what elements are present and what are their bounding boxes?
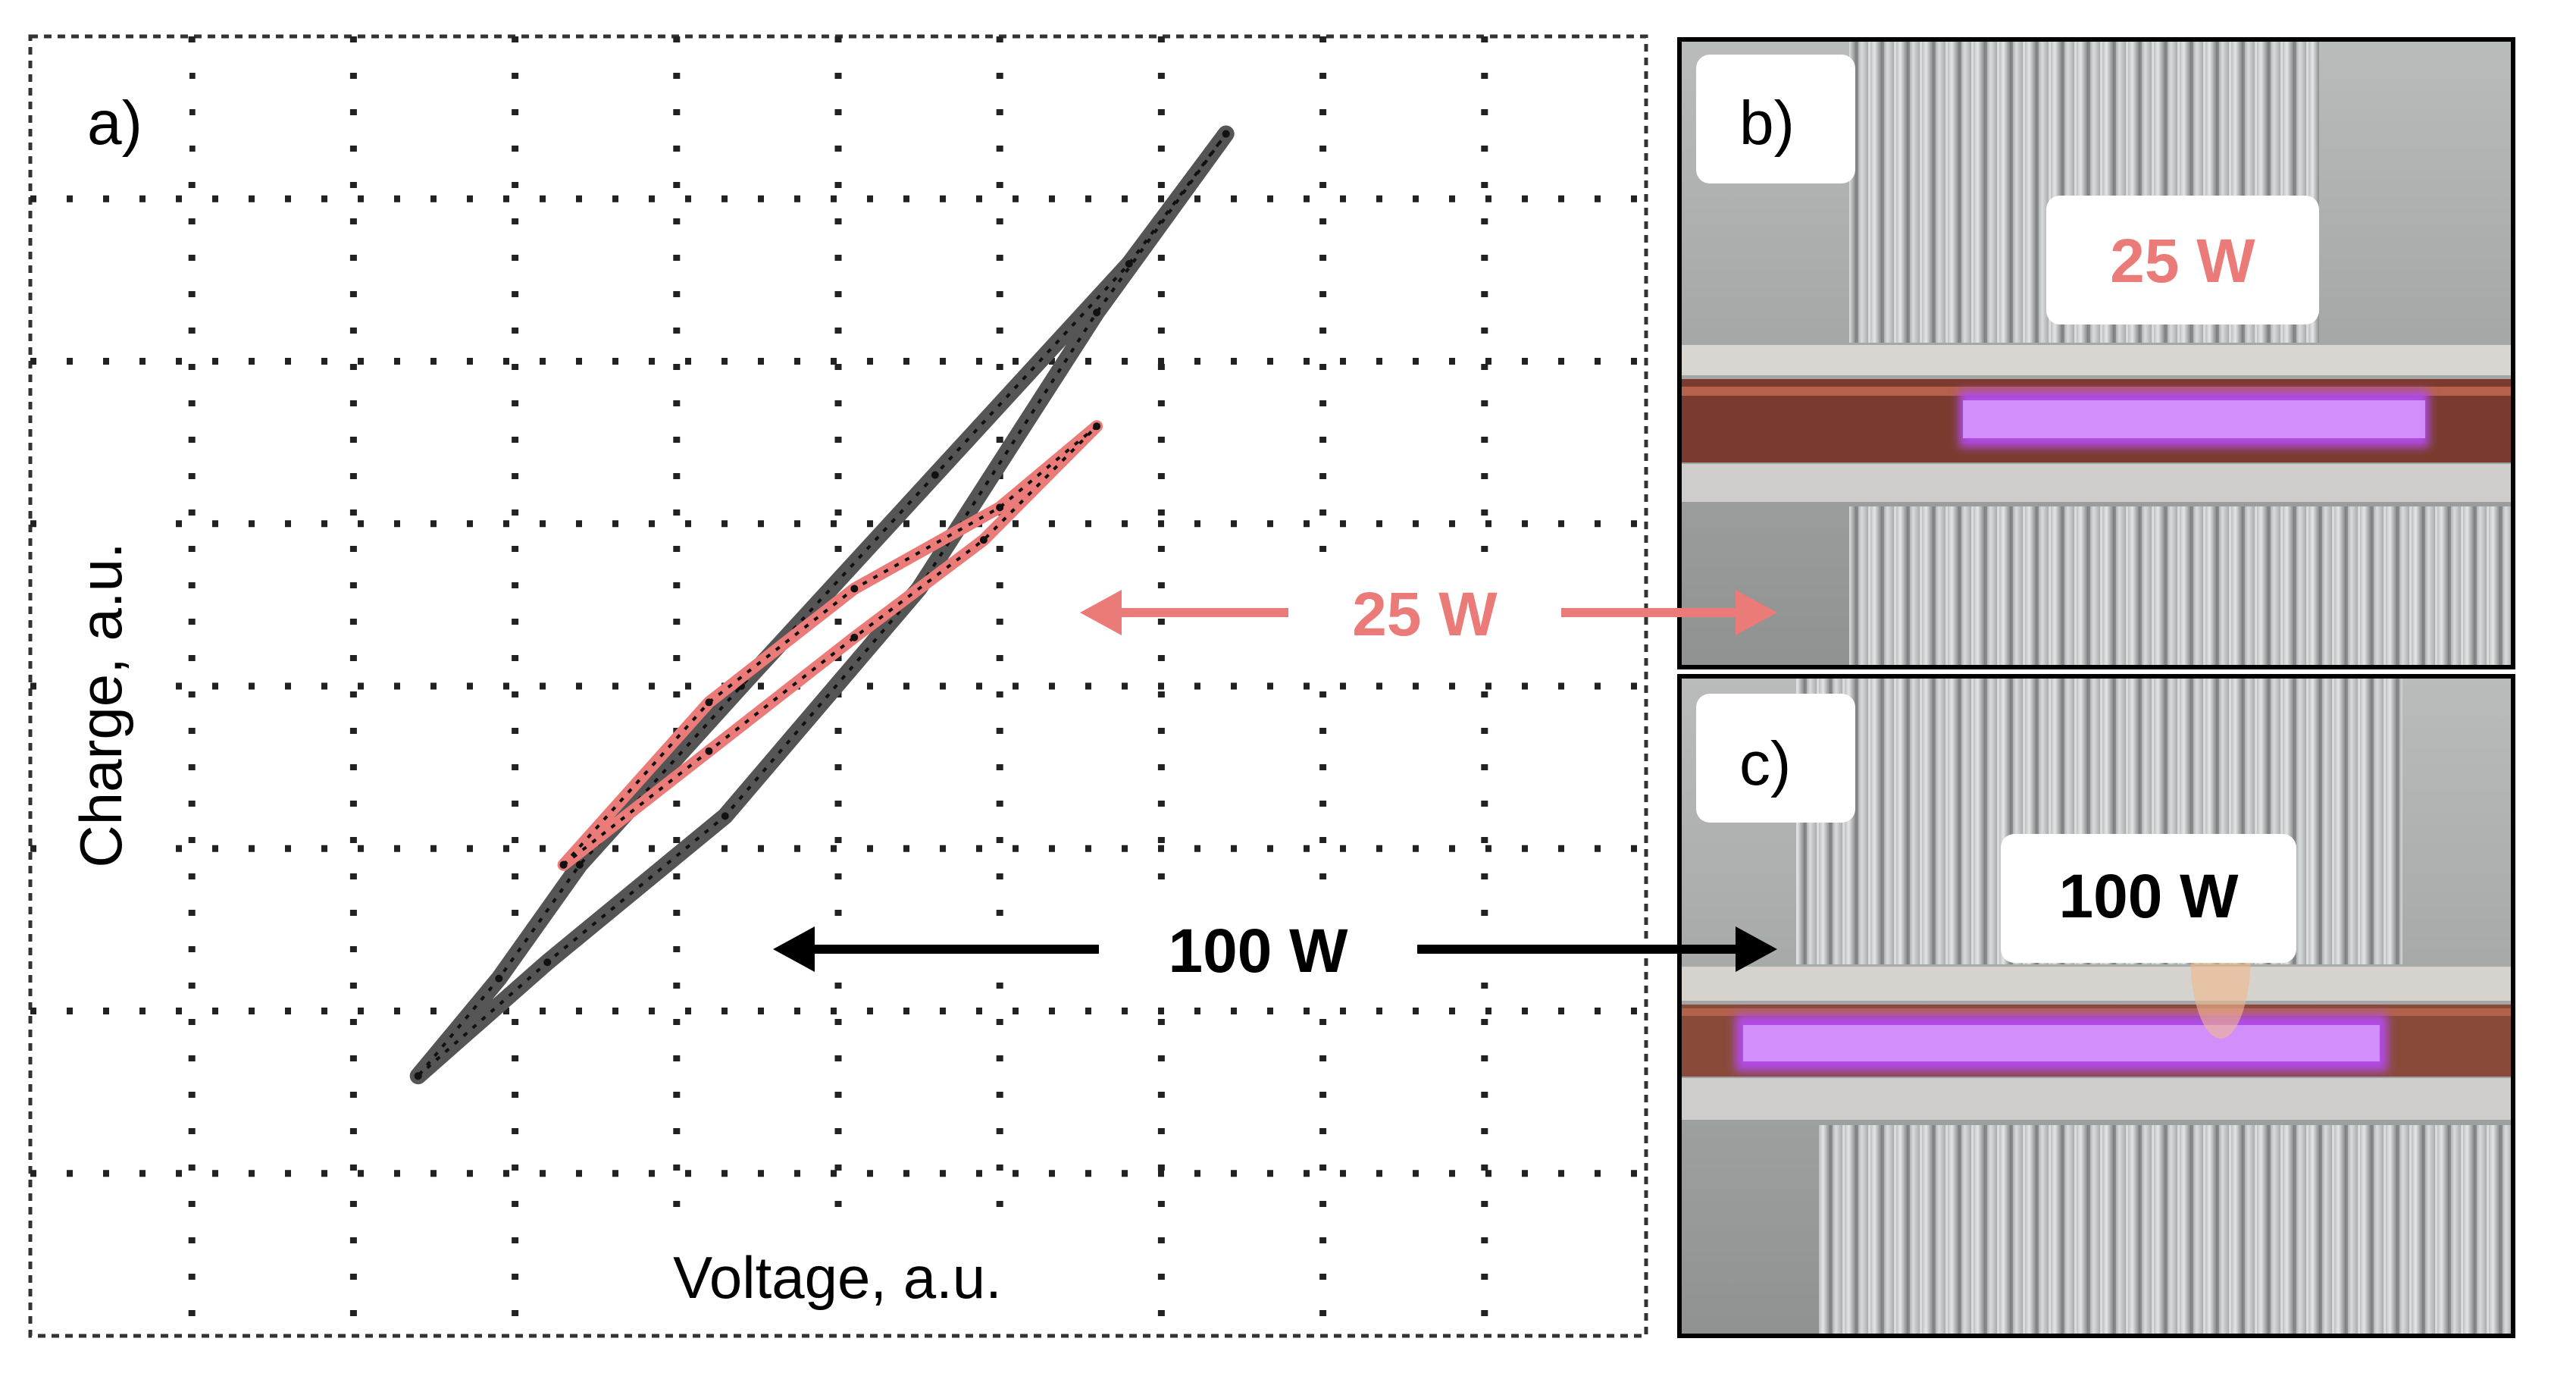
series-point — [931, 471, 939, 479]
lower-electrode — [1849, 506, 2513, 667]
series-point — [575, 860, 584, 869]
panel-c-power-label: 100 W — [2059, 862, 2240, 931]
series-point — [559, 860, 568, 869]
y-axis-label: Charge, a.u. — [67, 542, 134, 867]
series-point — [1222, 130, 1230, 138]
series-point — [495, 974, 503, 983]
panel-a-chart: a) Charge, a.u. Voltage, a.u. — [28, 34, 1648, 1338]
arrow-100w-label: 100 W — [1169, 917, 1349, 986]
series-point — [1125, 259, 1133, 268]
series — [409, 125, 1235, 1085]
series-point — [705, 747, 713, 755]
arrow-25w-label: 25 W — [1352, 580, 1498, 649]
lower-electrode-c — [1819, 1125, 2513, 1336]
panel-b-power-label: 25 W — [2110, 227, 2255, 296]
panel-c-label: c) — [1739, 729, 1791, 798]
series-point — [414, 1072, 422, 1080]
series-point — [979, 536, 988, 544]
series-point — [543, 958, 552, 967]
series-point — [1093, 422, 1101, 431]
series-loop-texture — [417, 133, 1228, 1077]
series-point — [996, 503, 1004, 512]
x-axis-label: Voltage, a.u. — [673, 1244, 1002, 1311]
panel-a-label: a) — [87, 89, 142, 158]
arrow-25w: 25 W — [1080, 553, 1777, 667]
grid — [30, 36, 1646, 1336]
series-point — [721, 812, 729, 820]
panel-b-label: b) — [1739, 89, 1795, 158]
series-point — [705, 698, 713, 707]
series-point — [850, 633, 859, 641]
series-point — [1093, 309, 1101, 317]
arrow-100w: 100 W — [773, 883, 1777, 1005]
series-point — [850, 585, 859, 593]
